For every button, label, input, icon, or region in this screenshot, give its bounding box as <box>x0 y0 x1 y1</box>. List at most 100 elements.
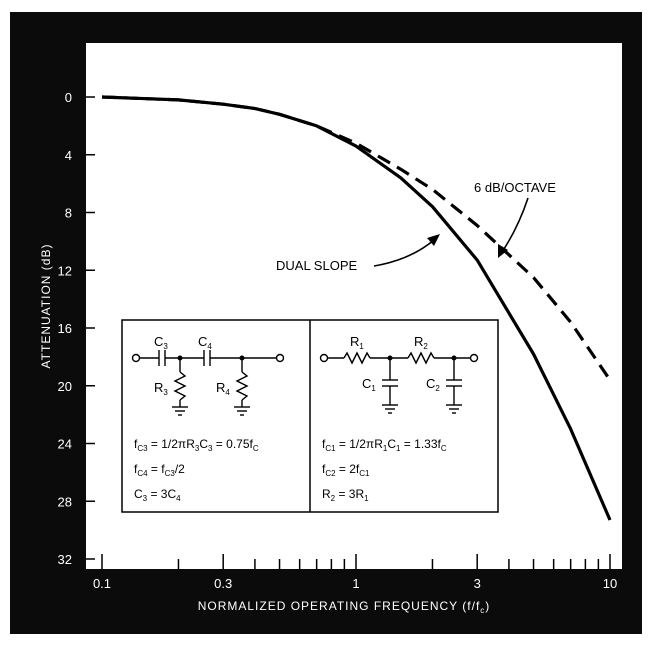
x-axis-label-close: ) <box>485 599 490 613</box>
lp-eq2-a-sub: C2 <box>325 469 336 478</box>
hp-label-r3: R3 <box>154 380 168 397</box>
annotation-dual-slope-arrow <box>373 239 435 267</box>
y-tick-labels: 0 4 8 12 16 20 24 28 32 <box>58 90 72 567</box>
hp-eq1-a: f <box>134 437 138 451</box>
hp-eq1-b-sub: 3 <box>195 444 200 453</box>
y-axis-label: ATTENUATION (dB) <box>39 244 53 369</box>
lp-eq1-d-sub: C <box>441 444 447 453</box>
lp-eq1-b-sub: 1 <box>383 444 388 453</box>
hp-node-1 <box>177 355 183 361</box>
hp-label-c4-sub: 4 <box>207 342 212 351</box>
hp-eq1-c: C <box>199 437 208 451</box>
lp-label-r1: R1 <box>350 334 364 351</box>
y-tick-label-16: 16 <box>58 321 72 336</box>
lp-eq1-d: = 1.33f <box>400 437 441 451</box>
lp-node-1 <box>387 355 393 361</box>
hp-eq1-d-sub: C <box>253 444 259 453</box>
x-tick-label-0.3: 0.3 <box>214 576 232 591</box>
highpass-circuit <box>131 350 285 416</box>
x-tick-label-0.1: 0.1 <box>93 576 111 591</box>
hp-label-r4: R4 <box>216 380 230 397</box>
x-axis-label-main: NORMALIZED OPERATING FREQUENCY (f/f <box>198 599 481 613</box>
lp-eq1-b: = 1/2πR <box>336 437 384 451</box>
hp-eq1-c-sub: 3 <box>208 444 213 453</box>
lp-label-c1: C1 <box>362 376 376 393</box>
x-axis-label: NORMALIZED OPERATING FREQUENCY (f/fc) <box>198 599 491 615</box>
hp-output-terminal <box>275 353 285 363</box>
hp-eq3-b: = 3C <box>147 487 176 501</box>
lp-equation-2: fC2 = 2fC1 <box>322 462 370 478</box>
hp-eq2-a-sub: C4 <box>137 469 148 478</box>
lp-input-terminal <box>319 353 329 363</box>
lp-eq2-a: f <box>322 462 326 476</box>
hp-label-c4-main: C <box>198 334 207 349</box>
hp-label-r4-main: R <box>216 380 225 395</box>
hp-eq3-b-sub: 4 <box>176 494 181 503</box>
hp-label-c4: C4 <box>198 334 212 351</box>
hp-eq1-d: = 0.75f <box>212 437 253 451</box>
x-tick-label-10: 10 <box>603 576 617 591</box>
hp-input-terminal <box>131 353 141 363</box>
lp-label-r2-main: R <box>414 334 423 349</box>
lp-eq3-a-sub: 2 <box>331 494 336 503</box>
annotation-6db-octave-arrowhead <box>498 244 508 258</box>
hp-eq2-b: = f <box>148 462 166 476</box>
hp-node-2 <box>239 355 245 361</box>
lp-r1-zigzag <box>343 351 371 365</box>
hp-eq2-a: f <box>134 462 138 476</box>
hp-label-r3-sub: 3 <box>163 388 168 397</box>
hp-equation-2: fC4 = fC3/2 <box>134 462 185 478</box>
annotation-dual-slope-arrowhead <box>427 234 440 246</box>
lp-eq1-a-sub: C1 <box>325 444 336 453</box>
lp-eq2-b: = 2f <box>336 462 360 476</box>
y-tick-label-0: 0 <box>65 90 72 105</box>
hp-label-r4-sub: 4 <box>225 388 230 397</box>
tick-marks <box>86 96 611 569</box>
hp-eq3-a-sub: 3 <box>143 494 148 503</box>
lp-label-c1-sub: 1 <box>371 384 376 393</box>
lp-node-2 <box>451 355 457 361</box>
lp-output-terminal <box>469 353 479 363</box>
lp-eq1-c-sub: 1 <box>396 444 401 453</box>
y-tick-label-8: 8 <box>65 206 72 221</box>
x-axis-label-sub: c <box>480 606 485 615</box>
x-tick-label-3: 3 <box>474 576 481 591</box>
annotation-6db-octave: 6 dB/OCTAVE <box>474 180 556 195</box>
y-tick-label-28: 28 <box>58 494 72 509</box>
lp-eq3-a: R <box>322 487 331 501</box>
hp-equation-1: fC3 = 1/2πR3C3 = 0.75fC <box>134 437 259 453</box>
circuit-inset: C3 C4 R3 R4 fC3 = 1/2πR3C3 = 0.75fC fC4 … <box>121 319 499 513</box>
annotation-6db-octave-arrow <box>501 197 529 253</box>
lp-equation-3: R2 = 3R1 <box>322 487 369 503</box>
lp-equation-1: fC1 = 1/2πR1C1 = 1.33fC <box>322 437 447 453</box>
y-tick-label-20: 20 <box>58 379 72 394</box>
hp-label-c3-main: C <box>154 334 163 349</box>
y-tick-label-12: 12 <box>58 263 72 278</box>
lp-label-c2: C2 <box>426 376 440 393</box>
hp-eq2-b-sub: C3 <box>165 469 176 478</box>
lp-label-r2: R2 <box>414 334 428 351</box>
hp-label-r3-main: R <box>154 380 163 395</box>
hp-eq1-b: = 1/2πR <box>148 437 196 451</box>
hp-eq3-a: C <box>134 487 143 501</box>
lp-label-r1-main: R <box>350 334 359 349</box>
x-tick-label-1: 1 <box>352 576 359 591</box>
lp-eq2-b-sub: C1 <box>359 469 370 478</box>
hp-equation-3: C3 = 3C4 <box>134 487 181 503</box>
lp-eq1-c: C <box>387 437 396 451</box>
y-tick-label-32: 32 <box>58 552 72 567</box>
hp-label-c3-sub: 3 <box>163 342 168 351</box>
hp-eq2-c: /2 <box>175 462 185 476</box>
lp-label-c1-main: C <box>362 376 371 391</box>
curves <box>101 95 612 521</box>
y-tick-label-24: 24 <box>58 437 72 452</box>
lp-eq3-b-sub: 1 <box>364 494 369 503</box>
lp-label-r2-sub: 2 <box>423 342 428 351</box>
lp-label-c2-main: C <box>426 376 435 391</box>
annotation-dual-slope: DUAL SLOPE <box>276 258 357 273</box>
x-tick-labels: 0.1 0.3 1 3 10 <box>93 576 617 591</box>
lp-eq3-b: = 3R <box>335 487 364 501</box>
lp-label-c2-sub: 2 <box>435 384 440 393</box>
